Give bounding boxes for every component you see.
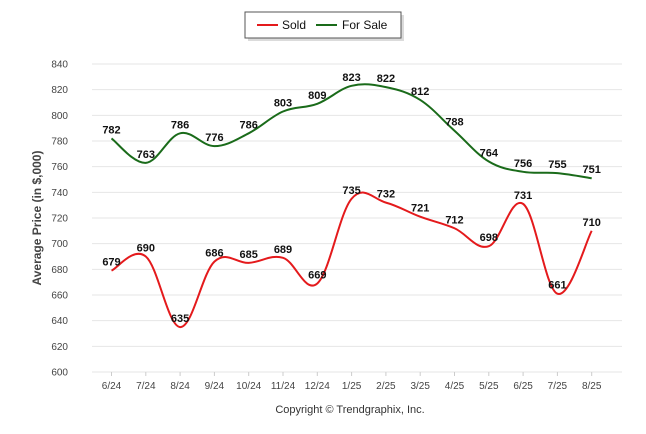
x-tick-label: 5/25 — [479, 381, 499, 392]
x-tick-label: 12/24 — [305, 381, 330, 392]
data-label-sold: 661 — [548, 280, 566, 292]
data-label-for-sale: 812 — [411, 86, 429, 98]
data-label-for-sale: 756 — [514, 158, 532, 170]
data-label-sold: 735 — [342, 185, 360, 197]
data-label-sold: 712 — [445, 214, 463, 226]
x-tick-label: 6/25 — [513, 381, 533, 392]
legend-item-for-sale[interactable]: For Sale — [316, 18, 388, 32]
series-line-sold — [110, 191, 593, 329]
data-label-sold: 698 — [480, 232, 498, 244]
x-tick-label: 4/25 — [445, 381, 465, 392]
data-label-sold: 721 — [411, 203, 429, 215]
data-label-for-sale: 764 — [480, 148, 499, 160]
data-label-for-sale: 786 — [171, 119, 189, 131]
x-tick-label: 7/24 — [136, 381, 156, 392]
data-label-sold: 635 — [171, 313, 189, 325]
x-tick-label: 11/24 — [271, 381, 296, 392]
legend-item-sold[interactable]: Sold — [257, 18, 306, 32]
x-tick-label: 8/24 — [170, 381, 190, 392]
data-label-sold: 689 — [274, 244, 292, 256]
x-tick-label: 2/25 — [376, 381, 396, 392]
data-label-sold: 669 — [308, 269, 326, 281]
data-label-for-sale: 788 — [445, 117, 463, 129]
x-axis-ticks: 6/24 7/24 8/24 9/24 10/24 11/24 12/24 1/25 2/25 3… — [102, 381, 602, 392]
y-tick-label: 600 — [51, 368, 68, 379]
data-label-sold: 679 — [102, 257, 120, 269]
y-tick-label: 680 — [51, 265, 68, 276]
x-tick-label: 9/24 — [205, 381, 225, 392]
data-label-for-sale: 822 — [377, 73, 395, 85]
y-tick-label: 720 — [51, 214, 68, 225]
y-tick-label: 660 — [51, 291, 68, 302]
data-label-for-sale: 776 — [205, 132, 223, 144]
x-tick-label: 3/25 — [410, 381, 430, 392]
legend: Sold For Sale — [244, 11, 404, 41]
y-tick-label: 820 — [51, 85, 68, 96]
data-label-for-sale: 823 — [342, 72, 360, 84]
data-label-for-sale: 786 — [240, 119, 258, 131]
y-tick-label: 780 — [51, 137, 68, 148]
data-label-sold: 686 — [205, 248, 223, 260]
y-axis-ticks: 600 620 640 660 680 700 720 740 760 780 800 820 840 — [51, 60, 68, 379]
data-label-sold: 731 — [514, 190, 532, 202]
series-line-for-sale — [110, 83, 592, 180]
x-tick-label: 7/25 — [548, 381, 568, 392]
data-label-sold: 690 — [137, 243, 155, 255]
x-tick-label: 10/24 — [236, 381, 261, 392]
data-label-for-sale: 809 — [308, 90, 326, 102]
x-tick-label: 1/25 — [342, 381, 362, 392]
x-tick-label: 8/25 — [582, 381, 602, 392]
data-label-for-sale: 782 — [102, 124, 120, 136]
y-tick-label: 740 — [51, 188, 68, 199]
y-tick-label: 700 — [51, 239, 68, 250]
data-label-for-sale: 751 — [583, 164, 601, 176]
y-tick-label: 620 — [51, 342, 68, 353]
series-lines — [110, 83, 593, 329]
data-label-sold: 710 — [583, 217, 601, 229]
y-tick-label: 840 — [51, 60, 68, 71]
data-label-for-sale: 755 — [548, 159, 566, 171]
x-tick-label: 6/24 — [102, 381, 122, 392]
y-axis-label: Average Price (in $,000) — [30, 151, 44, 286]
data-label-for-sale: 763 — [137, 149, 155, 161]
gridlines — [92, 63, 622, 376]
legend-sold-label: Sold — [282, 18, 306, 32]
data-label-sold: 685 — [240, 249, 258, 261]
data-label-for-sale: 803 — [274, 97, 292, 109]
copyright-footer: Copyright © Trendgraphix, Inc. — [275, 404, 424, 416]
data-label-sold: 732 — [377, 189, 395, 201]
y-tick-label: 760 — [51, 162, 68, 173]
y-tick-label: 640 — [51, 316, 68, 327]
data-labels: 679 690 635 686 685 689 669 735 732 721 712 698 731 6… — [102, 72, 601, 325]
y-tick-label: 800 — [51, 111, 68, 122]
legend-for-sale-label: For Sale — [342, 18, 388, 32]
